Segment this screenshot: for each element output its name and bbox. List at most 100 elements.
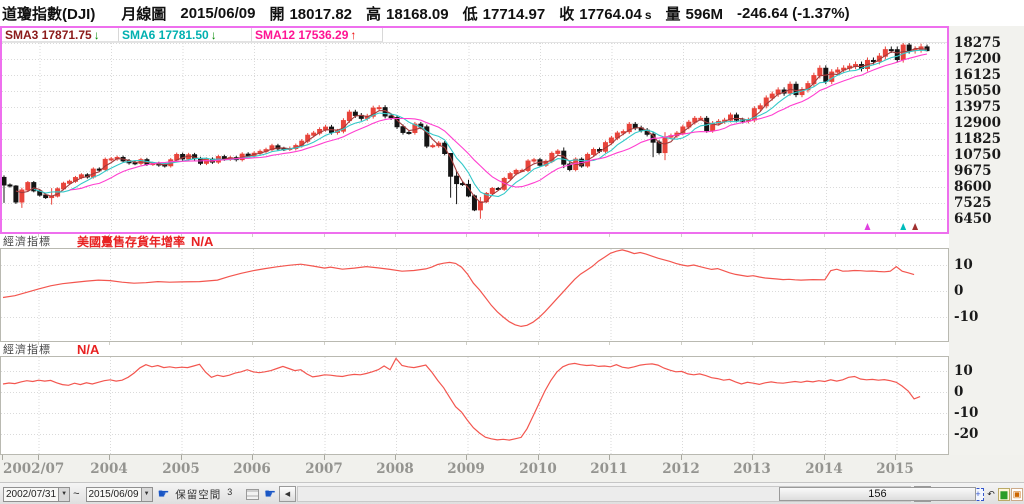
x-axis-label: 2008 [376, 461, 414, 477]
chevron-down-icon-2[interactable]: ▼ [140, 487, 152, 501]
date-from-combo[interactable]: 2002/07/31 ▼ [3, 486, 71, 502]
scrollbar-track[interactable]: 156 [296, 486, 976, 502]
grid-tick [824, 234, 825, 237]
date-to-combo[interactable]: 2015/06/09 ▼ [85, 486, 153, 502]
panel2-header: 經濟指標 美國躉售存貨年增率 N/A [0, 233, 949, 249]
x-axis-tick [181, 455, 182, 460]
reserve-space-label: 保留空間 3 [175, 486, 233, 501]
change-quote: -246.64 (-1.37%) [737, 4, 850, 22]
scroll-left-button[interactable]: ◀ [278, 486, 296, 502]
y-axis-tick-label: 0 [954, 384, 964, 400]
dji-candlestick-chart[interactable] [2, 28, 947, 232]
grid-tick [609, 342, 610, 345]
close-quote: 收 17764.04 s [559, 5, 652, 23]
wholesale-inventory-chart[interactable] [1, 249, 948, 341]
panel3-header: 經濟指標 N/A [0, 341, 949, 357]
indicator2-panel[interactable] [0, 356, 949, 455]
x-axis-label: 2012 [662, 461, 700, 477]
grid-tick [538, 342, 539, 345]
trend-arrow-icon: ↓ [93, 27, 100, 42]
bar-chart-icon[interactable]: ▆ [998, 487, 1010, 501]
y-axis-tick-label: -10 [954, 405, 979, 421]
period-label: 月線圖 [121, 5, 167, 23]
quote-header: 道瓊指數(DJI) 月線圖 2015/06/09 開 18017.82 高 1816… [0, 0, 1024, 26]
reserve-space-value: 3 [227, 486, 233, 497]
x-axis-tick [752, 455, 753, 460]
grid-tick [395, 342, 396, 345]
time-axis: 2002/07 2004 2005 2006 2007 2008 2009 2010 2011 2… [0, 455, 1024, 482]
indicator2-chart[interactable] [1, 357, 948, 454]
y-axis-tick-label: 8600 [954, 178, 992, 195]
y-axis-tick-label: 10 [954, 363, 973, 379]
x-axis-tick [109, 455, 110, 460]
date-from-value: 2002/07/31 [6, 488, 57, 500]
y-axis-tick-label: 18275 [954, 35, 1001, 51]
grid-tick [252, 234, 253, 237]
grid-tick [752, 234, 753, 237]
grid-tick [895, 234, 896, 237]
grid-tick [752, 342, 753, 345]
layout-icon[interactable]: ▣ [1011, 487, 1023, 501]
wholesale-inventory-panel[interactable] [0, 248, 949, 342]
sma-legend: SMA3 17871.75 ↓ SMA6 17781.50 ↓ SMA12 17536.… [2, 28, 383, 43]
hand-tool-icon-2[interactable]: ☛ [264, 486, 276, 501]
indicator-value-2: N/A [77, 341, 100, 357]
pane-layout-icon[interactable] [246, 488, 260, 500]
x-axis-tick [2, 455, 3, 460]
grid-tick [538, 234, 539, 237]
x-axis-tick [252, 455, 253, 460]
y-axis-tick-label: 0 [954, 283, 964, 299]
y-axis-tick-label: 7525 [954, 194, 992, 211]
y-axis-tick-label: 6450 [954, 210, 992, 227]
range-separator: ~ [73, 488, 80, 500]
x-axis-label: 2013 [733, 461, 771, 477]
grid-tick [109, 234, 110, 237]
y-axis-tick-label: 10750 [954, 146, 1001, 163]
x-axis-tick [681, 455, 682, 460]
grid-tick [324, 234, 325, 237]
grid-tick [38, 342, 39, 345]
sma-legend-cell: SMA12 17536.29 ↑ [252, 28, 383, 42]
quote-date: 2015/06/09 [180, 4, 256, 22]
low-quote: 低 17714.97 [462, 5, 546, 23]
grid-tick [824, 342, 825, 345]
trend-arrow-icon: ↓ [210, 27, 217, 42]
trend-arrow-icon: ↑ [350, 27, 357, 42]
grid-tick [681, 342, 682, 345]
y-axis-tick-label: 9675 [954, 162, 992, 179]
grid-tick [681, 234, 682, 237]
x-axis-tick [395, 455, 396, 460]
grid-tick [324, 342, 325, 345]
legend-divider [2, 42, 947, 43]
x-axis-label: 2010 [519, 461, 557, 477]
indicator-name: 美國躉售存貨年增率 [77, 234, 186, 249]
scrollbar-thumb[interactable]: 156 [778, 487, 976, 501]
y-axis-tick-label: 17200 [954, 50, 1001, 67]
open-quote: 開 18017.82 [269, 5, 353, 23]
grid-tick [395, 234, 396, 237]
grid-tick [466, 234, 467, 237]
main-price-panel[interactable]: SMA3 17871.75 ↓ SMA6 17781.50 ↓ SMA12 17536.… [0, 26, 949, 234]
grid-tick [252, 342, 253, 345]
y-axis-tick-label: 10 [954, 257, 973, 273]
status-bar: 2002/07/31 ▼ ~ 2015/06/09 ▼ ☛ 保留空間 3 ☛ ◀ … [0, 482, 1024, 504]
grid-tick [609, 234, 610, 237]
chevron-down-icon[interactable]: ▼ [58, 487, 70, 501]
x-axis-label: 2004 [90, 461, 128, 477]
y-axis-tick-label: -10 [954, 309, 979, 325]
indicator-value: N/A [191, 233, 214, 249]
x-axis-label: 2007 [305, 461, 343, 477]
grid-tick [895, 342, 896, 345]
y-axis-tick-label: 16125 [954, 66, 1001, 83]
hand-tool-icon[interactable]: ☛ [157, 486, 170, 501]
visible-bars-count: 156 [868, 488, 887, 500]
undo-icon[interactable]: ↶ [987, 488, 995, 499]
x-axis-label: 2006 [233, 461, 271, 477]
y-axis-tick-label: 13975 [954, 98, 1001, 115]
x-axis-tick [38, 455, 39, 460]
sma-legend-cell: SMA6 17781.50 ↓ [119, 28, 252, 42]
x-axis-label: 2002/07 [3, 461, 65, 477]
grid-tick [466, 342, 467, 345]
x-axis-tick [466, 455, 467, 460]
x-axis-tick [609, 455, 610, 460]
